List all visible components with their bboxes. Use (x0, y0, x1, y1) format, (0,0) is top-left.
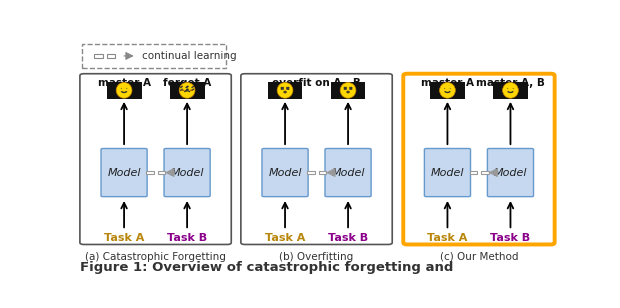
Ellipse shape (507, 88, 508, 89)
Bar (469, 171, 477, 174)
FancyBboxPatch shape (403, 74, 555, 245)
FancyBboxPatch shape (241, 74, 392, 245)
Bar (307, 171, 315, 174)
Ellipse shape (514, 90, 515, 91)
Bar (94, 54, 103, 58)
Text: Model: Model (331, 168, 365, 178)
FancyBboxPatch shape (424, 148, 471, 197)
FancyBboxPatch shape (101, 148, 147, 197)
Text: forget A: forget A (163, 79, 211, 88)
Bar (493, 82, 528, 99)
Ellipse shape (116, 83, 132, 98)
Ellipse shape (503, 83, 518, 98)
Bar (107, 82, 141, 99)
Ellipse shape (128, 90, 129, 91)
Ellipse shape (121, 88, 122, 89)
Ellipse shape (505, 90, 507, 91)
Text: (a) Catastrophic Forgetting: (a) Catastrophic Forgetting (85, 252, 226, 261)
Bar (481, 171, 489, 174)
Text: Model: Model (107, 168, 141, 178)
Bar (107, 54, 115, 58)
FancyBboxPatch shape (262, 148, 308, 197)
Text: overfit on A,  B: overfit on A, B (272, 79, 361, 88)
Bar (146, 171, 154, 174)
Text: Task B: Task B (490, 233, 531, 243)
Text: Model: Model (431, 168, 464, 178)
Text: Task A: Task A (427, 233, 467, 243)
Text: master A: master A (97, 79, 151, 88)
Text: Model: Model (494, 168, 527, 178)
Bar (157, 171, 166, 174)
Ellipse shape (443, 90, 444, 91)
Text: Task B: Task B (328, 233, 368, 243)
Ellipse shape (440, 83, 455, 98)
Text: Task A: Task A (104, 233, 144, 243)
Ellipse shape (277, 83, 293, 98)
Ellipse shape (450, 88, 451, 89)
FancyBboxPatch shape (164, 148, 210, 197)
Text: master A, B: master A, B (476, 79, 545, 88)
Ellipse shape (347, 91, 349, 93)
Ellipse shape (126, 88, 127, 89)
Ellipse shape (179, 83, 195, 98)
FancyBboxPatch shape (80, 74, 231, 245)
Text: Figure 1: Overview of catastrophic forgetting and: Figure 1: Overview of catastrophic forge… (80, 261, 453, 274)
Bar (268, 82, 303, 99)
Bar (82, 44, 226, 68)
Ellipse shape (340, 83, 356, 98)
Bar (330, 82, 366, 99)
Ellipse shape (284, 91, 286, 93)
Ellipse shape (513, 88, 514, 89)
Ellipse shape (119, 90, 120, 91)
Bar (319, 171, 326, 174)
Bar (170, 82, 205, 99)
Bar (430, 82, 465, 99)
Text: continual learning: continual learning (143, 51, 237, 61)
Text: Task B: Task B (167, 233, 207, 243)
Ellipse shape (451, 90, 453, 91)
Text: Model: Model (268, 168, 302, 178)
FancyBboxPatch shape (487, 148, 534, 197)
Text: (b) Overfitting: (b) Overfitting (280, 252, 353, 261)
Text: Model: Model (170, 168, 204, 178)
Text: master A: master A (421, 79, 474, 88)
Ellipse shape (444, 88, 445, 89)
Text: Task A: Task A (265, 233, 305, 243)
FancyBboxPatch shape (325, 148, 371, 197)
Text: (c) Our Method: (c) Our Method (440, 252, 518, 261)
